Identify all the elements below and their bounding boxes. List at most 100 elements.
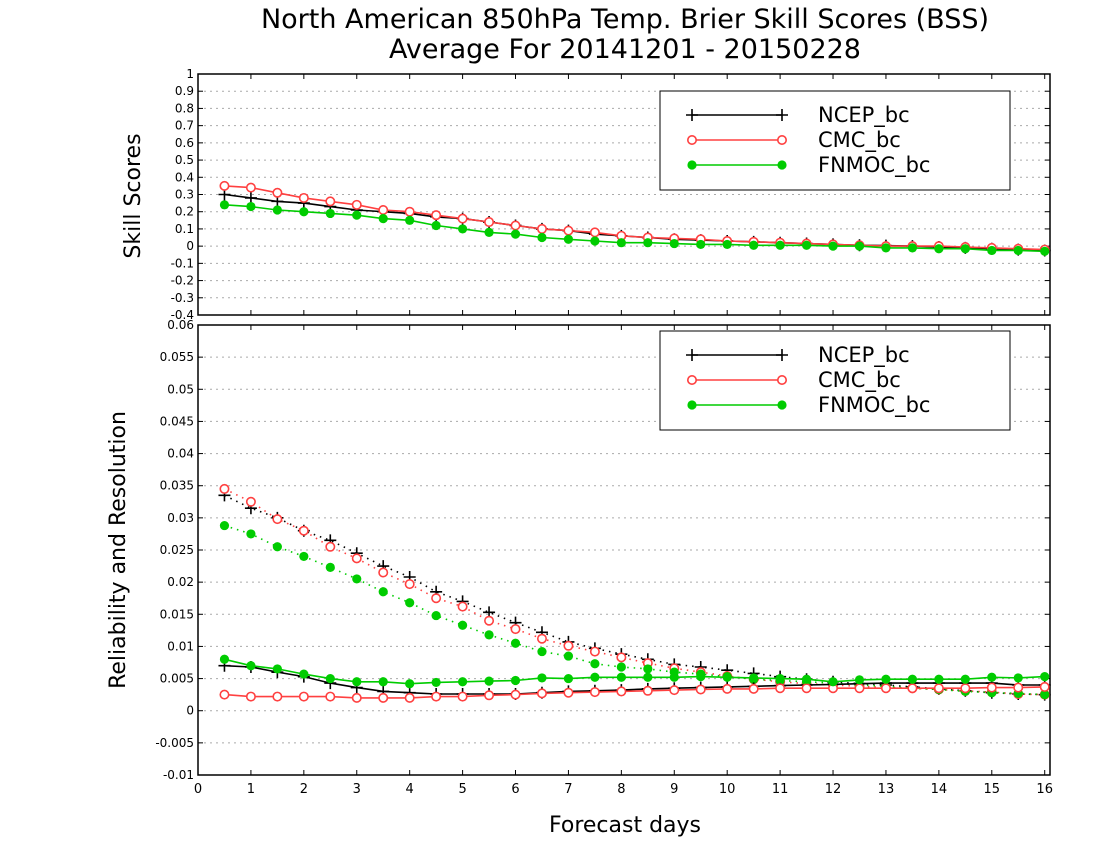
bottom-point-FNMOC_bc bbox=[219, 654, 230, 664]
bottom-point-CMC_bc bbox=[642, 685, 653, 696]
bottom-legend-marker-NCEP_bc bbox=[776, 349, 788, 361]
top-point-CMC_bc bbox=[325, 196, 336, 207]
top-point-FNMOC_bc bbox=[219, 200, 230, 210]
bottom-point-CMC_bc bbox=[484, 615, 495, 626]
bottom-point-FNMOC_bc bbox=[378, 587, 388, 597]
bottom-point-FNMOC_bc bbox=[1013, 673, 1023, 683]
bottom-y-tick-label: 0.04 bbox=[167, 447, 194, 461]
bottom-point-FNMOC_bc bbox=[431, 677, 441, 688]
x-tick-label: 2 bbox=[300, 782, 308, 797]
bottom-point-FNMOC_bc bbox=[643, 664, 653, 674]
bottom-point-CMC_bc bbox=[722, 683, 733, 694]
bottom-point-CMC_bc bbox=[404, 579, 415, 590]
bottom-point-CMC_bc bbox=[510, 624, 521, 635]
bottom-legend-marker-FNMOC_bc bbox=[687, 400, 697, 410]
top-point-FNMOC_bc bbox=[272, 205, 282, 215]
x-tick-label: 6 bbox=[511, 782, 519, 797]
bottom-y-tick-label: 0 bbox=[186, 704, 194, 718]
top-point-CMC_bc bbox=[536, 223, 547, 234]
top-point-FNMOC_bc bbox=[987, 245, 997, 256]
bottom-point-FNMOC_bc bbox=[457, 677, 468, 687]
bottom-point-FNMOC_bc bbox=[325, 562, 335, 572]
bottom-point-CMC_bc bbox=[351, 692, 362, 703]
x-tick-label: 12 bbox=[825, 782, 842, 797]
top-point-FNMOC_bc bbox=[1013, 245, 1023, 256]
x-tick-label: 11 bbox=[772, 782, 789, 797]
top-y-tick-label: -0.2 bbox=[171, 274, 194, 288]
top-point-FNMOC_bc bbox=[510, 229, 521, 239]
reliability-resolution-panel: -0.01 -0.005 0 0.005 0.01 0.015 0.02 0.025 0.03 0… bbox=[155, 318, 1053, 797]
top-y-tick-label: 0.8 bbox=[175, 101, 194, 115]
top-plot-frame bbox=[197, 73, 1051, 316]
bottom-point-CMC_bc bbox=[616, 652, 627, 663]
bottom-point-CMC_bc bbox=[510, 689, 521, 700]
bottom-point-CMC_bc bbox=[272, 514, 283, 525]
bottom-point-CMC_bc bbox=[801, 683, 812, 694]
x-tick-label: 9 bbox=[670, 782, 678, 797]
top-point-FNMOC_bc bbox=[246, 201, 256, 212]
top-point-FNMOC_bc bbox=[590, 236, 600, 246]
bottom-point-FNMOC_bc bbox=[1040, 690, 1050, 700]
bottom-point-CMC_bc bbox=[431, 691, 442, 702]
top-y-tick-label: 0.7 bbox=[175, 119, 194, 133]
top-point-FNMOC_bc bbox=[907, 243, 918, 253]
bottom-point-FNMOC_bc bbox=[405, 679, 415, 689]
top-y-tick-label: 0 bbox=[186, 239, 194, 253]
top-point-FNMOC_bc bbox=[960, 244, 970, 254]
bottom-point-FNMOC_bc bbox=[299, 669, 309, 679]
top-point-FNMOC_bc bbox=[563, 234, 574, 244]
bottom-point-CMC_bc bbox=[378, 692, 389, 703]
bottom-y-tick-label: 0.045 bbox=[160, 414, 194, 428]
bottom-point-CMC_bc bbox=[219, 689, 230, 700]
bottom-point-CMC_bc bbox=[589, 687, 600, 698]
x-tick-label: 4 bbox=[406, 782, 414, 797]
bottom-point-FNMOC_bc bbox=[616, 662, 626, 672]
top-legend-label-CMC_bc: CMC_bc bbox=[818, 128, 901, 153]
top-y-tick-label: -0.1 bbox=[171, 256, 194, 270]
bottom-point-FNMOC_bc bbox=[801, 674, 812, 684]
top-point-CMC_bc bbox=[457, 213, 468, 224]
bottom-point-FNMOC_bc bbox=[484, 630, 494, 640]
x-tick-label: 15 bbox=[984, 782, 1001, 797]
top-point-FNMOC_bc bbox=[537, 232, 547, 243]
top-point-CMC_bc bbox=[245, 182, 256, 193]
top-point-NCEP_bc bbox=[244, 191, 257, 204]
top-y-axis-label: Skill Scores bbox=[121, 133, 146, 258]
bottom-point-CMC_bc bbox=[378, 567, 389, 578]
bottom-y-tick-label: 0.01 bbox=[167, 639, 194, 653]
chart-subtitle: Average For 20141201 - 20150228 bbox=[389, 34, 861, 65]
bottom-y-tick-label: 0.015 bbox=[160, 607, 194, 621]
bottom-point-CMC_bc bbox=[748, 683, 759, 694]
top-y-tick-label: -0.4 bbox=[171, 308, 194, 322]
bottom-point-FNMOC_bc bbox=[246, 529, 256, 539]
top-point-CMC_bc bbox=[589, 227, 600, 238]
bottom-legend-marker-FNMOC_bc bbox=[777, 400, 787, 410]
bottom-point-FNMOC_bc bbox=[405, 598, 415, 608]
top-point-FNMOC_bc bbox=[722, 239, 732, 250]
bottom-point-FNMOC_bc bbox=[563, 673, 574, 684]
top-legend-marker-FNMOC_bc bbox=[777, 160, 787, 170]
top-legend-marker-FNMOC_bc bbox=[687, 160, 697, 170]
bottom-point-CMC_bc bbox=[245, 691, 256, 702]
x-tick-label: 3 bbox=[353, 782, 361, 797]
bottom-y-tick-label: 0.03 bbox=[167, 511, 194, 525]
bottom-point-CMC_bc bbox=[669, 685, 680, 696]
bottom-point-FNMOC_bc bbox=[590, 672, 600, 682]
bottom-series-line-CMC_bc-reliability bbox=[224, 686, 1045, 699]
bottom-point-FNMOC_bc bbox=[960, 674, 970, 684]
bottom-point-FNMOC_bc bbox=[934, 674, 944, 684]
bottom-point-CMC_bc bbox=[695, 684, 706, 695]
bottom-point-FNMOC_bc bbox=[616, 672, 626, 682]
bottom-point-FNMOC_bc bbox=[299, 551, 309, 562]
x-tick-label: 1 bbox=[247, 782, 255, 797]
bottom-point-CMC_bc bbox=[854, 683, 865, 694]
top-point-CMC_bc bbox=[298, 192, 309, 203]
bottom-y-tick-label: 0.025 bbox=[160, 543, 194, 557]
bottom-legend-label-FNMOC_bc: FNMOC_bc bbox=[818, 393, 930, 418]
bottom-point-FNMOC_bc bbox=[907, 674, 918, 684]
bottom-point-FNMOC_bc bbox=[272, 664, 282, 674]
bottom-point-CMC_bc bbox=[351, 553, 362, 564]
top-point-CMC_bc bbox=[563, 225, 574, 236]
top-legend-marker-CMC_bc bbox=[776, 135, 787, 146]
top-y-tick-label: -0.3 bbox=[171, 291, 194, 305]
